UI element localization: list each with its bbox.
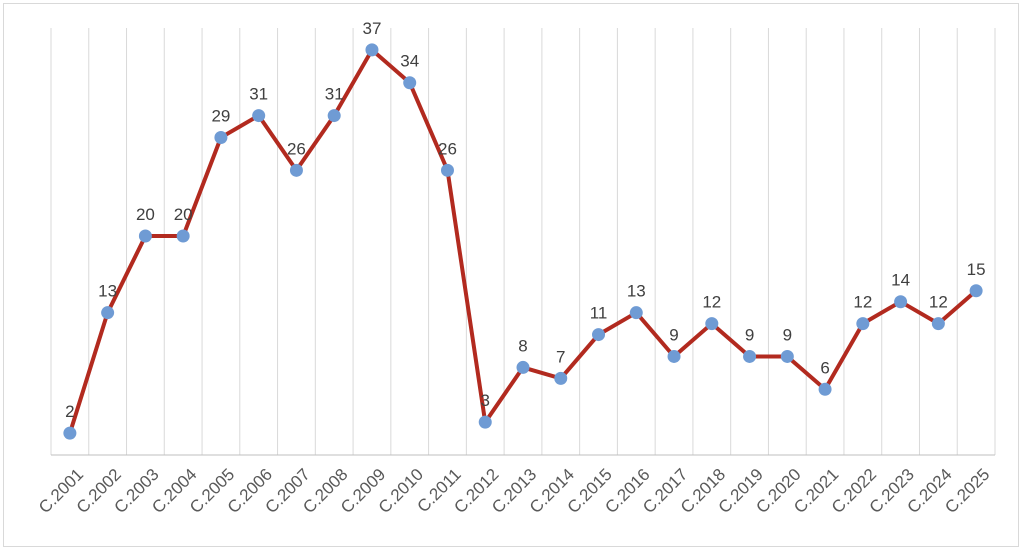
data-label: 7 [556, 347, 565, 366]
data-label: 6 [820, 358, 829, 377]
data-point [214, 130, 228, 144]
data-point [327, 109, 341, 123]
data-label: 26 [287, 139, 306, 158]
data-point [554, 371, 568, 385]
data-label: 34 [400, 52, 419, 71]
data-label: 2 [65, 402, 74, 421]
data-label: 9 [745, 325, 754, 344]
data-label: 11 [590, 304, 608, 323]
chart-frame [3, 3, 1019, 547]
data-point [138, 229, 152, 243]
data-point [780, 349, 794, 363]
data-label: 15 [967, 260, 986, 279]
data-point [592, 328, 606, 342]
data-point [478, 415, 492, 429]
data-point [931, 317, 945, 331]
data-label: 14 [891, 271, 910, 290]
data-point [516, 360, 530, 374]
data-point [705, 317, 719, 331]
data-label: 13 [627, 282, 646, 301]
data-label: 12 [853, 293, 872, 312]
data-point [403, 76, 417, 90]
data-label: 9 [669, 325, 678, 344]
series-line [67, 47, 979, 436]
data-point [743, 349, 757, 363]
data-label: 37 [362, 19, 381, 38]
data-point [818, 382, 832, 396]
data-point [440, 163, 454, 177]
data-label: 26 [438, 139, 457, 158]
data-point [101, 306, 115, 320]
x-tick-labels: C.2001C.2002C.2003C.2004C.2005C.2006C.20… [35, 465, 993, 517]
data-point [176, 229, 190, 243]
data-point [365, 43, 379, 57]
data-label: 9 [783, 325, 792, 344]
data-label: 8 [518, 336, 527, 355]
data-label: 20 [136, 205, 155, 224]
data-labels: 2 13 20 20 29 31 26 31 37 34 26 3 8 7 11 13 9 12 9 9 6 12 14 12… [65, 19, 985, 421]
data-label: 13 [98, 282, 117, 301]
data-label: 12 [702, 293, 721, 312]
grid-lines [50, 28, 996, 455]
data-label: 3 [481, 391, 490, 410]
data-point [289, 163, 303, 177]
data-point [63, 426, 77, 440]
data-markers [63, 43, 983, 440]
data-label: 31 [325, 85, 344, 104]
data-point [252, 109, 266, 123]
data-label: 20 [174, 205, 193, 224]
data-label: 31 [249, 85, 268, 104]
data-label: 12 [929, 293, 948, 312]
data-point [856, 317, 870, 331]
data-label: 29 [211, 106, 230, 125]
data-point [667, 349, 681, 363]
data-point [629, 306, 643, 320]
data-point [969, 284, 983, 298]
data-point [894, 295, 908, 309]
